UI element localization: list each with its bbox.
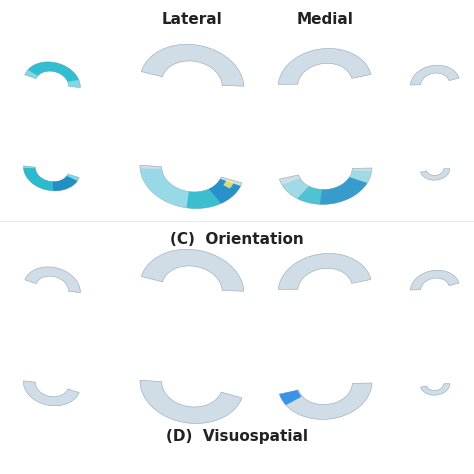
Polygon shape (223, 180, 234, 189)
Polygon shape (187, 179, 241, 209)
Polygon shape (53, 176, 77, 191)
Text: (D)  Visuospatial: (D) Visuospatial (166, 429, 308, 444)
Polygon shape (140, 165, 242, 209)
Text: Lateral: Lateral (162, 12, 222, 27)
Polygon shape (278, 48, 371, 84)
Polygon shape (140, 380, 242, 423)
Polygon shape (23, 381, 79, 406)
Polygon shape (24, 168, 77, 191)
Text: Medial: Medial (297, 12, 354, 27)
Polygon shape (410, 65, 459, 85)
Polygon shape (25, 267, 80, 293)
Polygon shape (278, 254, 371, 290)
Polygon shape (320, 177, 367, 204)
Polygon shape (279, 390, 301, 405)
Polygon shape (28, 62, 79, 82)
Polygon shape (140, 169, 241, 209)
Polygon shape (25, 62, 80, 88)
Polygon shape (279, 168, 372, 204)
Polygon shape (297, 177, 367, 204)
Polygon shape (410, 270, 459, 290)
Polygon shape (141, 45, 244, 86)
Polygon shape (23, 166, 79, 191)
Polygon shape (209, 179, 241, 203)
Polygon shape (282, 170, 372, 204)
Text: (C)  Orientation: (C) Orientation (170, 232, 304, 247)
Polygon shape (141, 249, 244, 291)
Polygon shape (420, 383, 450, 395)
Polygon shape (420, 169, 450, 180)
Polygon shape (279, 383, 372, 419)
